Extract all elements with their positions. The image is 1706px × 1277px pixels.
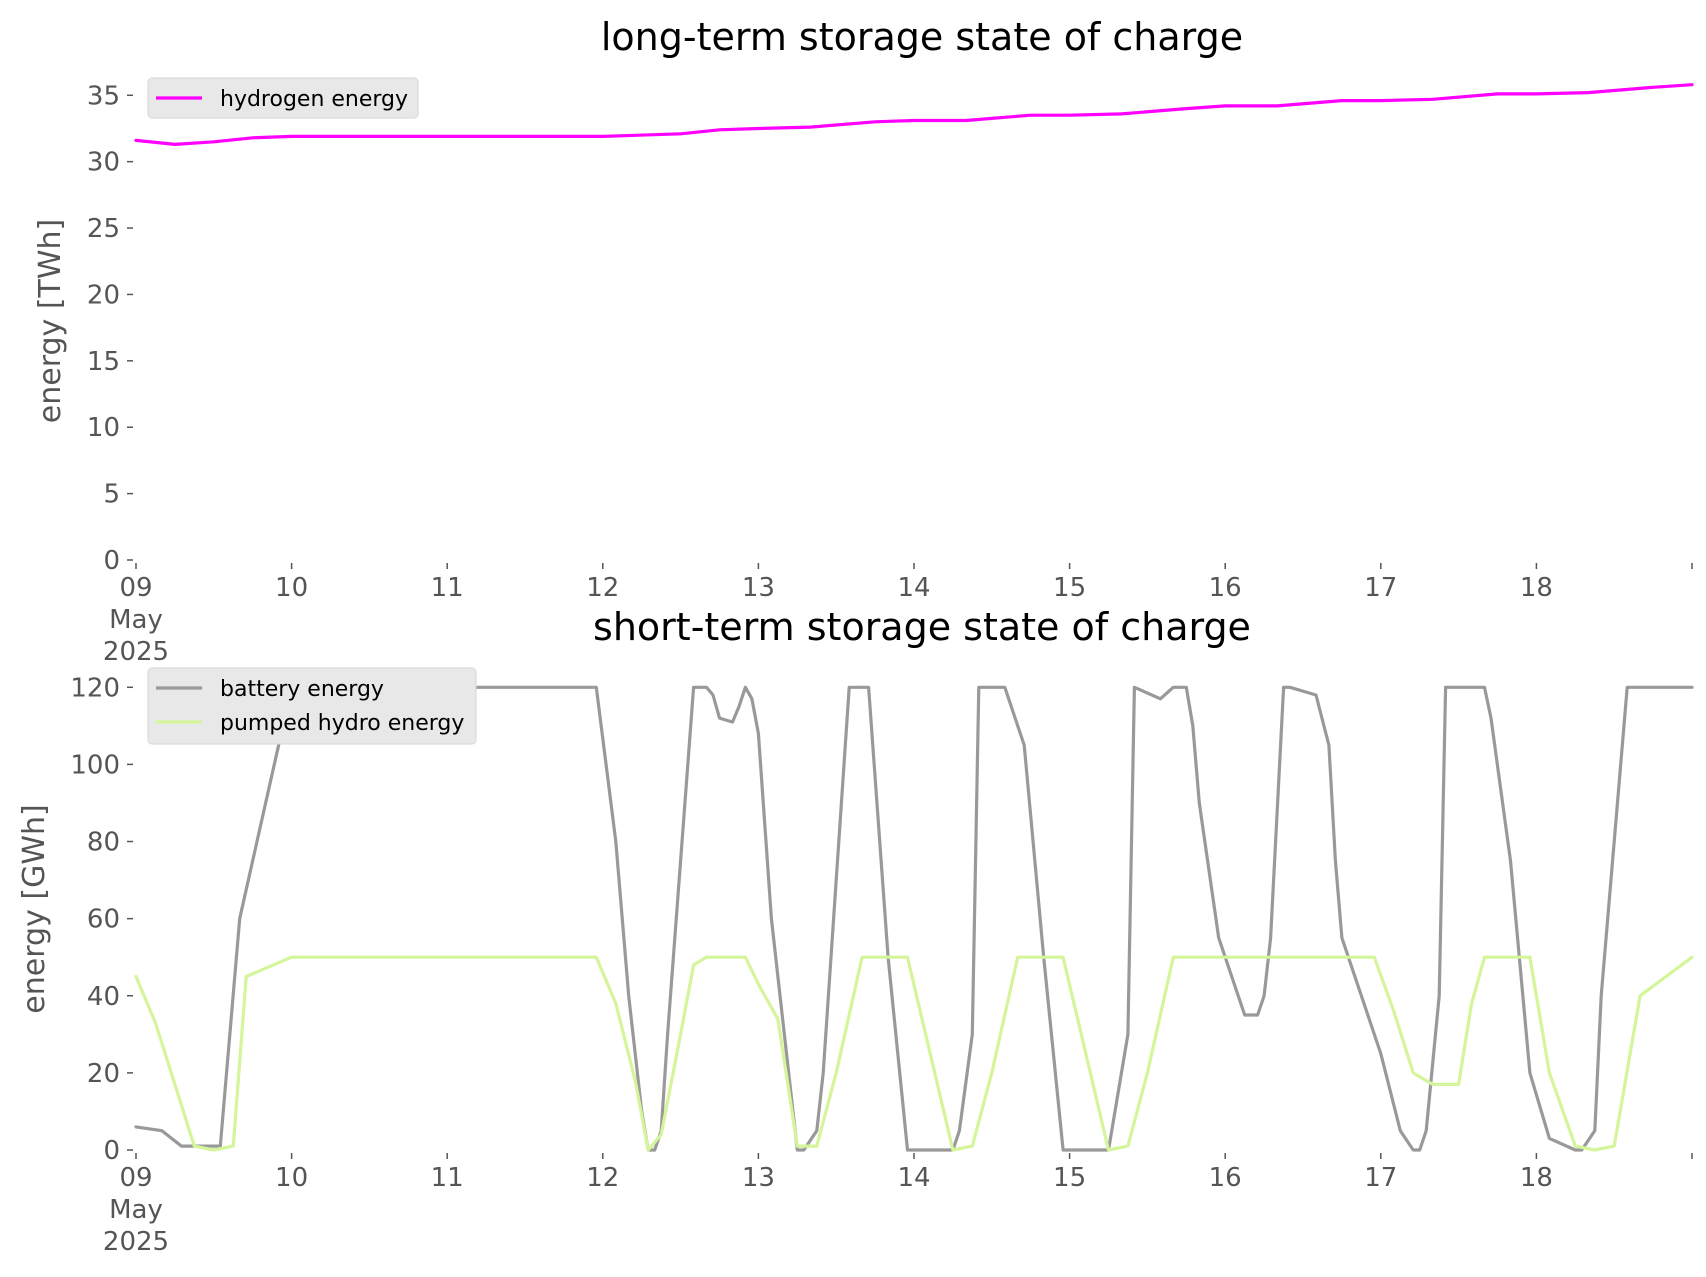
x-tick-label: 12: [586, 573, 619, 603]
y-tick-label: 30: [87, 148, 120, 178]
x-tick-label: 17: [1364, 1163, 1397, 1193]
x-tick-label: 17: [1364, 573, 1397, 603]
series-line-hydrogen-energy: [134, 83, 1694, 146]
series-line-pumped-hydro-energy: [134, 955, 1694, 1152]
x-tick-label: 11: [431, 1163, 464, 1193]
chart-title: long-term storage state of charge: [601, 15, 1243, 59]
x-tick-label: 09: [119, 573, 152, 603]
y-tick-label: 40: [87, 982, 120, 1012]
x-tick-label: 16: [1209, 1163, 1242, 1193]
x-tick-label: 16: [1209, 573, 1242, 603]
y-axis-label: energy [TWh]: [33, 219, 68, 423]
legend-label: pumped hydro energy: [220, 711, 464, 736]
y-tick-label: 80: [87, 828, 120, 858]
x-tick-label: 09: [119, 1163, 152, 1193]
chart-title: short-term storage state of charge: [593, 605, 1251, 649]
x-tick-label: 2025: [103, 637, 169, 667]
x-tick-label: 18: [1520, 573, 1553, 603]
x-tick-label: 13: [742, 573, 775, 603]
long-term-storage-chart: long-term storage state of charge energy …: [33, 15, 1694, 667]
y-tick-label: 120: [70, 673, 120, 703]
y-tick-label: 100: [70, 750, 120, 780]
x-tick-label: 15: [1053, 573, 1086, 603]
legend: battery energy pumped hydro energy: [147, 667, 477, 745]
legend: hydrogen energy: [147, 77, 419, 119]
x-tick-label: 2025: [103, 1227, 169, 1257]
x-tick-label: May: [109, 605, 163, 635]
y-tick-label: 5: [103, 480, 120, 510]
x-tick-label: 10: [275, 573, 308, 603]
y-tick-label: 0: [103, 1136, 120, 1166]
y-axis-label: energy [GWh]: [17, 804, 52, 1013]
short-term-storage-chart: short-term storage state of charge energy…: [17, 605, 1694, 1257]
x-tick-label: 15: [1053, 1163, 1086, 1193]
x-tick-label: 14: [897, 1163, 930, 1193]
x-tick-label: 18: [1520, 1163, 1553, 1193]
y-tick-label: 25: [87, 214, 120, 244]
x-tick-label: 12: [586, 1163, 619, 1193]
legend-box: [147, 667, 477, 745]
x-tick-label: 10: [275, 1163, 308, 1193]
y-tick-label: 10: [87, 413, 120, 443]
legend-label: battery energy: [220, 677, 384, 702]
y-tick-label: 15: [87, 347, 120, 377]
x-tick-label: 13: [742, 1163, 775, 1193]
x-tick-label: 11: [431, 573, 464, 603]
y-tick-label: 35: [87, 81, 120, 111]
legend-label: hydrogen energy: [220, 87, 408, 112]
y-tick-label: 20: [87, 1059, 120, 1089]
y-tick-label: 0: [103, 546, 120, 576]
series-line-battery-energy: [134, 685, 1694, 1152]
legend-box: [147, 77, 419, 119]
y-tick-label: 60: [87, 905, 120, 935]
x-tick-label: May: [109, 1195, 163, 1225]
x-tick-label: 14: [897, 573, 930, 603]
y-tick-label: 20: [87, 280, 120, 310]
